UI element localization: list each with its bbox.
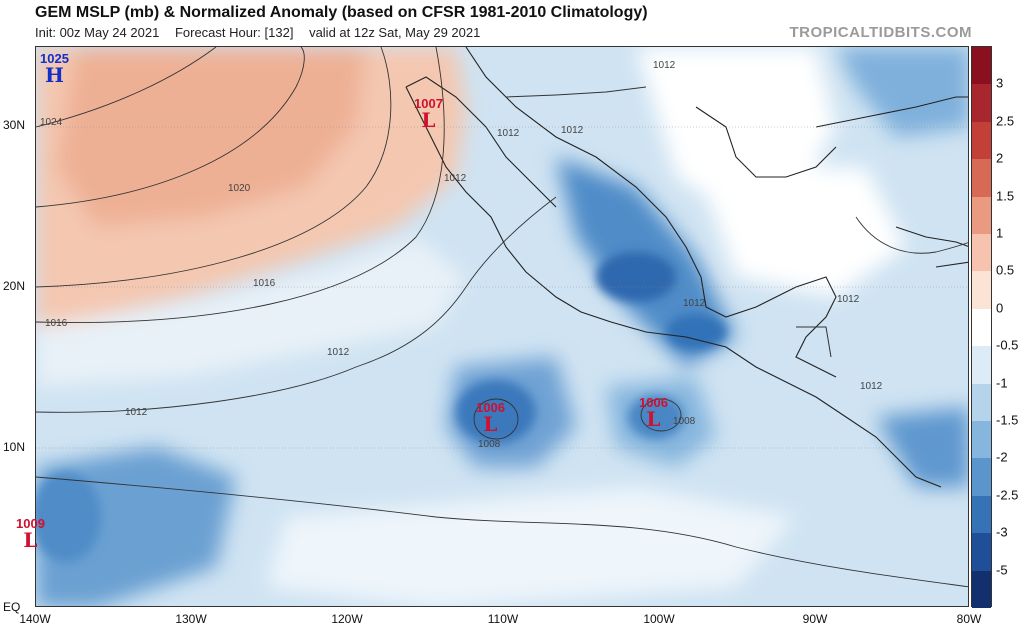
lat-label-20n: 20N: [3, 279, 26, 293]
isobar-label: 1016: [253, 278, 276, 289]
colorbar-tick-label: -3: [996, 524, 1008, 540]
chart-subtitle: Init: 00z May 24 2021 Forecast Hour: [13…: [35, 25, 492, 40]
colorbar-segment: [972, 271, 991, 310]
colorbar-segment: [972, 84, 991, 123]
lon-label-80w: 80W: [956, 612, 982, 626]
isobar-label: 1020: [228, 183, 251, 194]
colorbar-segment: [972, 234, 991, 272]
lon-label-120w: 120W: [331, 612, 363, 626]
lat-label-eq: EQ: [3, 600, 21, 614]
low-pressure-value: 1007: [414, 96, 443, 111]
colorbar-tick-label: -2.5: [996, 487, 1019, 503]
colorbar-segment: [972, 308, 991, 347]
colorbar-segment: [972, 495, 991, 534]
high-pressure-value: 1025: [40, 51, 69, 66]
lat-label-30n: 30N: [3, 118, 26, 132]
colorbar-tick-label: 0: [996, 300, 1004, 316]
colorbar-segment: [972, 196, 991, 235]
colorbar-segment: [972, 383, 991, 422]
isobar-label: 1016: [45, 318, 68, 329]
colorbar-segment: [972, 570, 991, 609]
low-symbol: L: [646, 407, 661, 431]
isobar-label: 1008: [478, 439, 501, 450]
lat-label-10n: 10N: [3, 440, 26, 454]
colorbar-tick-label: -5: [996, 562, 1008, 578]
low-pressure-center-east: 1006 L: [639, 396, 668, 429]
brand-watermark: TROPICALTIDBITS.COM: [789, 24, 972, 41]
isobar-label: 1012: [683, 298, 706, 309]
colorbar: [971, 46, 992, 609]
lon-label-140w: 140W: [19, 612, 51, 626]
low-symbol: L: [23, 528, 38, 552]
lon-label-110w: 110W: [487, 612, 519, 626]
low-pressure-center-far-west: 1009 L: [16, 517, 45, 550]
colorbar-tick-label: 3: [996, 75, 1004, 91]
colorbar-tick-label: 1.5: [996, 188, 1015, 204]
isobar-label: 1012: [444, 173, 467, 184]
low-symbol: L: [483, 412, 498, 436]
colorbar-segment: [972, 121, 991, 160]
valid-time: valid at 12z Sat, May 29 2021: [309, 25, 481, 40]
anomaly-map: [36, 47, 968, 606]
low-pressure-center-baja: 1007 L: [414, 97, 443, 130]
init-time: Init: 00z May 24 2021: [35, 25, 160, 40]
colorbar-segment: [972, 421, 991, 459]
high-pressure-center: 1025 H: [40, 52, 69, 85]
isobar-label: 1012: [860, 381, 883, 392]
isobar-label: 1024: [40, 117, 63, 128]
colorbar-segment: [972, 533, 991, 572]
colorbar-tick-label: -0.5: [996, 337, 1019, 353]
map-panel: [35, 46, 969, 607]
isobar-label: 1012: [327, 347, 350, 358]
isobar-label: 1008: [673, 416, 696, 427]
colorbar-segment: [972, 346, 991, 385]
forecast-hour: Forecast Hour: [132]: [174, 25, 294, 40]
isobar-label: 1012: [653, 60, 676, 71]
isobar-label: 1012: [497, 128, 520, 139]
colorbar-tick-label: 0.5: [996, 262, 1015, 278]
colorbar-segment: [972, 159, 991, 198]
chart-title: GEM MSLP (mb) & Normalized Anomaly (base…: [35, 4, 648, 21]
isobar-label: 1012: [561, 125, 584, 136]
lon-label-130w: 130W: [175, 612, 207, 626]
lon-label-90w: 90W: [802, 612, 828, 626]
lon-label-100w: 100W: [643, 612, 675, 626]
high-symbol: H: [45, 63, 64, 87]
colorbar-tick-label: 2: [996, 150, 1004, 166]
isobar-label: 1012: [125, 407, 148, 418]
colorbar-tick-label: 1: [996, 225, 1004, 241]
low-pressure-value: 1009: [16, 516, 45, 531]
low-pressure-center-west: 1006 L: [476, 401, 505, 434]
colorbar-tick-label: 2.5: [996, 113, 1015, 129]
low-pressure-value: 1006: [639, 395, 668, 410]
colorbar-tick-label: -1: [996, 375, 1008, 391]
colorbar-segment: [972, 458, 991, 497]
low-pressure-value: 1006: [476, 400, 505, 415]
low-symbol: L: [421, 108, 436, 132]
colorbar-tick-label: -2: [996, 449, 1008, 465]
isobar-label: 1012: [837, 294, 860, 305]
colorbar-tick-label: -1.5: [996, 412, 1019, 428]
colorbar-segment: [972, 47, 991, 85]
